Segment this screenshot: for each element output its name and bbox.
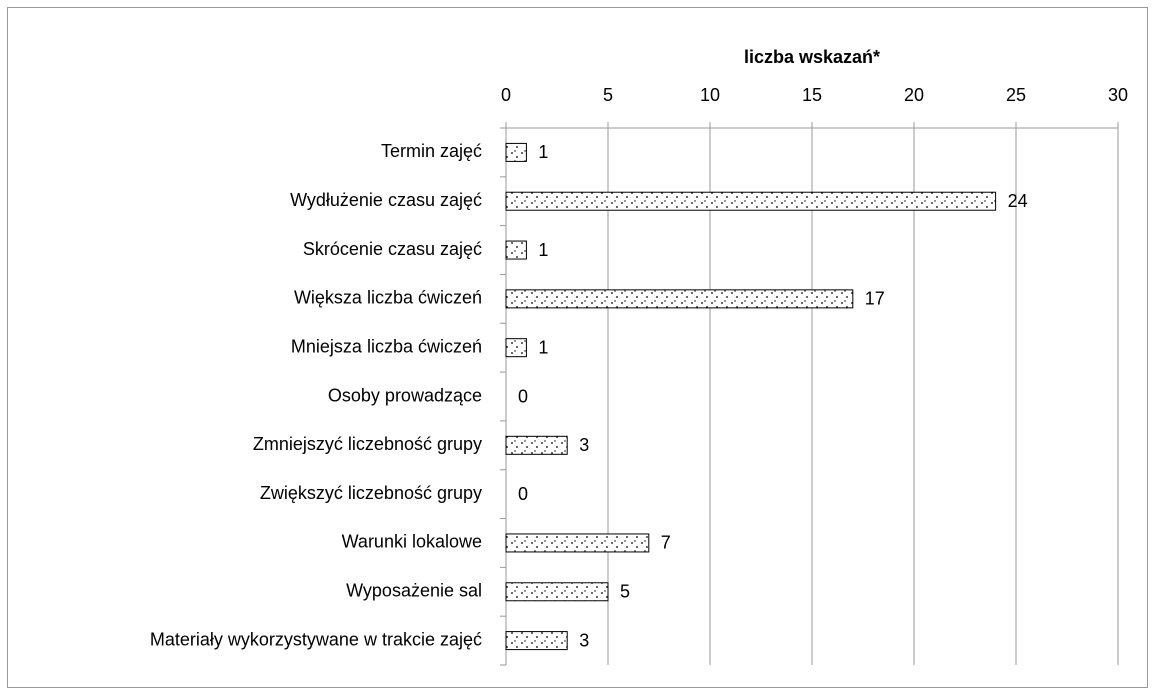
y-tick-label: Zwiększyć liczebność grupy: [260, 483, 482, 503]
bar: [505, 142, 527, 162]
y-tick-label: Większa liczba ćwiczeń: [294, 288, 482, 308]
value-label: 17: [865, 289, 885, 309]
bar: [505, 435, 568, 455]
y-tick-label: Skrócenie czasu zajęć: [303, 239, 482, 259]
x-tick-label: 10: [700, 85, 720, 105]
y-tick-label: Zmniejszyć liczebność grupy: [253, 434, 482, 454]
x-tick-label: 30: [1108, 85, 1128, 105]
y-tick-label: Osoby prowadzące: [328, 385, 482, 405]
value-label: 1: [538, 240, 548, 260]
value-label: 3: [579, 435, 589, 455]
x-tick-label: 20: [904, 85, 924, 105]
value-label: 24: [1008, 191, 1028, 211]
bar: [505, 289, 854, 309]
value-label: 5: [620, 582, 630, 602]
bar: [505, 533, 650, 553]
value-label: 3: [579, 630, 589, 650]
bar: [505, 240, 527, 260]
bar: [505, 582, 609, 602]
bar: [505, 191, 997, 211]
y-tick-label: Wydłużenie czasu zajęć: [290, 190, 482, 210]
bar: [505, 631, 568, 651]
value-label: 0: [518, 386, 528, 406]
y-tick-label: Materiały wykorzystywane w trakcie zajęć: [150, 629, 482, 649]
bar: [505, 338, 527, 358]
x-tick-label: 0: [501, 85, 511, 105]
value-label: 7: [661, 533, 671, 553]
y-tick-label: Termin zajęć: [381, 141, 482, 161]
y-tick-label: Mniejsza liczba ćwiczeń: [291, 336, 482, 356]
x-tick-label: 25: [1006, 85, 1026, 105]
y-tick-label: Warunki lokalowe: [342, 532, 482, 552]
x-tick-label: 15: [802, 85, 822, 105]
value-label: 1: [538, 142, 548, 162]
value-label: 1: [538, 337, 548, 357]
x-tick-label: 5: [603, 85, 613, 105]
y-tick-label: Wyposażenie sal: [346, 581, 482, 601]
value-label: 0: [518, 484, 528, 504]
chart-border: [7, 7, 1148, 688]
axis-title: liczba wskazań*: [744, 47, 880, 67]
